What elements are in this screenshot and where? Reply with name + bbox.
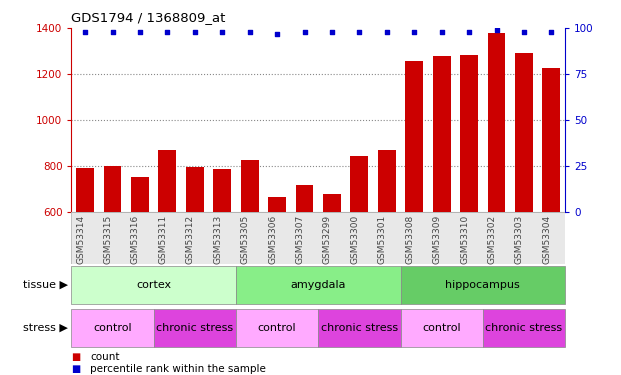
Text: GSM53312: GSM53312 xyxy=(186,214,195,264)
Text: control: control xyxy=(93,323,132,333)
Text: tissue ▶: tissue ▶ xyxy=(24,280,68,290)
Bar xyxy=(158,150,176,212)
Point xyxy=(135,29,145,35)
FancyBboxPatch shape xyxy=(154,309,236,347)
FancyBboxPatch shape xyxy=(236,266,401,304)
Bar xyxy=(406,62,423,212)
Text: chronic stress: chronic stress xyxy=(156,323,233,333)
Text: GSM53303: GSM53303 xyxy=(515,214,524,264)
FancyBboxPatch shape xyxy=(71,266,236,304)
Text: GSM53299: GSM53299 xyxy=(323,214,332,264)
Bar xyxy=(515,53,533,212)
Text: GSM53304: GSM53304 xyxy=(542,214,551,264)
Text: count: count xyxy=(90,352,120,362)
Point xyxy=(464,29,474,35)
Bar xyxy=(350,156,368,212)
Point xyxy=(245,29,255,35)
Text: percentile rank within the sample: percentile rank within the sample xyxy=(90,364,266,374)
Bar xyxy=(241,160,258,212)
Point xyxy=(546,29,556,35)
Text: ■: ■ xyxy=(71,352,81,362)
Bar xyxy=(76,168,94,212)
Point xyxy=(190,29,200,35)
Point xyxy=(163,29,173,35)
Text: GSM53314: GSM53314 xyxy=(76,214,85,264)
Bar xyxy=(104,166,122,212)
Point xyxy=(272,31,282,37)
Text: control: control xyxy=(422,323,461,333)
Text: GSM53305: GSM53305 xyxy=(241,214,250,264)
Text: GSM53306: GSM53306 xyxy=(268,214,277,264)
Text: cortex: cortex xyxy=(136,280,171,290)
Text: GSM53308: GSM53308 xyxy=(406,214,414,264)
Text: GSM53316: GSM53316 xyxy=(131,214,140,264)
Text: GDS1794 / 1368809_at: GDS1794 / 1368809_at xyxy=(71,11,226,24)
Text: GSM53307: GSM53307 xyxy=(296,214,304,264)
Point xyxy=(437,29,446,35)
Point xyxy=(107,29,117,35)
Point xyxy=(382,29,392,35)
Point xyxy=(355,29,365,35)
FancyBboxPatch shape xyxy=(401,266,565,304)
Point xyxy=(519,29,529,35)
Text: stress ▶: stress ▶ xyxy=(24,323,68,333)
Bar xyxy=(186,167,204,212)
Bar xyxy=(296,186,314,212)
Bar xyxy=(487,33,505,212)
FancyBboxPatch shape xyxy=(483,309,565,347)
FancyBboxPatch shape xyxy=(318,309,401,347)
FancyBboxPatch shape xyxy=(71,309,154,347)
FancyBboxPatch shape xyxy=(401,309,483,347)
Text: GSM53315: GSM53315 xyxy=(104,214,112,264)
Text: ■: ■ xyxy=(71,364,81,374)
Point xyxy=(409,29,419,35)
Point xyxy=(299,29,309,35)
Point xyxy=(80,29,90,35)
Bar xyxy=(131,177,149,212)
Text: hippocampus: hippocampus xyxy=(445,280,520,290)
Bar xyxy=(433,56,451,212)
Point xyxy=(217,29,227,35)
Text: GSM53311: GSM53311 xyxy=(158,214,168,264)
Bar xyxy=(323,194,341,212)
Text: control: control xyxy=(258,323,296,333)
Text: chronic stress: chronic stress xyxy=(321,323,398,333)
Bar xyxy=(543,68,560,212)
Text: GSM53313: GSM53313 xyxy=(213,214,222,264)
Text: GSM53300: GSM53300 xyxy=(350,214,360,264)
Text: GSM53301: GSM53301 xyxy=(378,214,387,264)
Text: GSM53302: GSM53302 xyxy=(487,214,497,264)
Text: GSM53309: GSM53309 xyxy=(433,214,442,264)
Bar xyxy=(378,150,396,212)
Text: chronic stress: chronic stress xyxy=(486,323,563,333)
Bar xyxy=(214,170,231,212)
FancyBboxPatch shape xyxy=(71,212,565,264)
Point xyxy=(327,29,337,35)
FancyBboxPatch shape xyxy=(236,309,318,347)
Point xyxy=(492,27,502,33)
Text: amygdala: amygdala xyxy=(291,280,346,290)
Bar xyxy=(268,197,286,212)
Bar xyxy=(460,54,478,212)
Text: GSM53310: GSM53310 xyxy=(460,214,469,264)
